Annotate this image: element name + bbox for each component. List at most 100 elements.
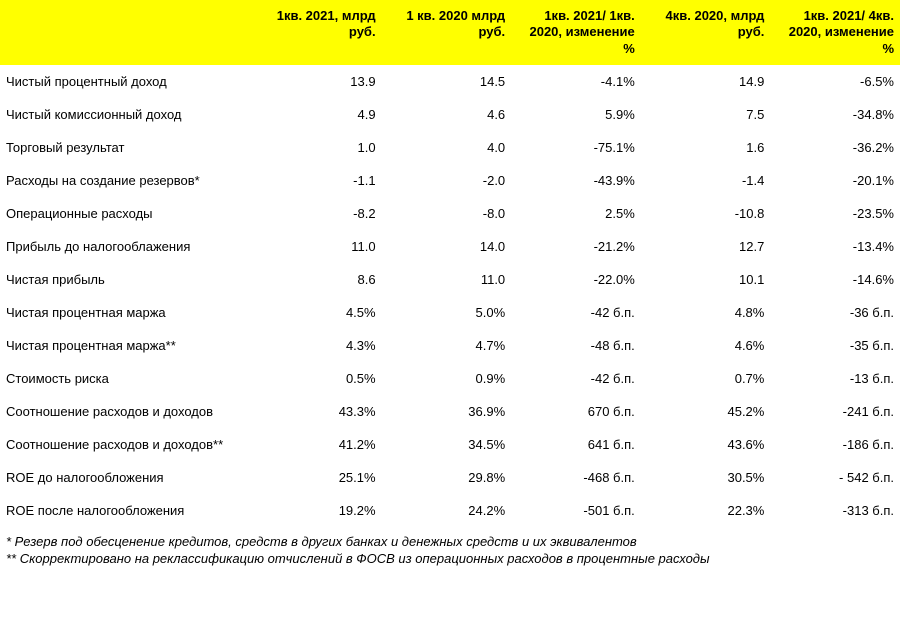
- cell-value: -6.5%: [770, 65, 900, 98]
- col-header-0: [0, 0, 252, 65]
- table-row: Торговый результат1.04.0-75.1%1.6-36.2%: [0, 131, 900, 164]
- cell-value: -8.2: [252, 197, 382, 230]
- cell-value: -241 б.п.: [770, 395, 900, 428]
- cell-value: -14.6%: [770, 263, 900, 296]
- cell-value: - 542 б.п.: [770, 461, 900, 494]
- cell-value: 670 б.п.: [511, 395, 641, 428]
- cell-value: -2.0: [382, 164, 512, 197]
- cell-value: -36.2%: [770, 131, 900, 164]
- cell-value: 14.9: [641, 65, 771, 98]
- table-row: Расходы на создание резервов*-1.1-2.0-43…: [0, 164, 900, 197]
- cell-value: -35 б.п.: [770, 329, 900, 362]
- cell-value: 1.0: [252, 131, 382, 164]
- cell-value: -1.4: [641, 164, 771, 197]
- table-row: Стоимость риска0.5%0.9%-42 б.п.0.7%-13 б…: [0, 362, 900, 395]
- table-body: Чистый процентный доход13.914.5-4.1%14.9…: [0, 65, 900, 527]
- cell-value: 8.6: [252, 263, 382, 296]
- cell-value: 4.9: [252, 98, 382, 131]
- cell-value: -468 б.п.: [511, 461, 641, 494]
- table-row: Прибыль до налогооблажения11.014.0-21.2%…: [0, 230, 900, 263]
- col-header-2: 1 кв. 2020 млрд руб.: [382, 0, 512, 65]
- cell-value: 4.5%: [252, 296, 382, 329]
- table-row: Операционные расходы-8.2-8.02.5%-10.8-23…: [0, 197, 900, 230]
- cell-value: 4.6: [382, 98, 512, 131]
- cell-value: 1.6: [641, 131, 771, 164]
- cell-value: 22.3%: [641, 494, 771, 527]
- header-row: 1кв. 2021, млрд руб. 1 кв. 2020 млрд руб…: [0, 0, 900, 65]
- cell-value: 5.9%: [511, 98, 641, 131]
- cell-value: 34.5%: [382, 428, 512, 461]
- cell-value: 13.9: [252, 65, 382, 98]
- cell-value: 29.8%: [382, 461, 512, 494]
- cell-value: 12.7: [641, 230, 771, 263]
- cell-value: -4.1%: [511, 65, 641, 98]
- cell-value: 5.0%: [382, 296, 512, 329]
- cell-value: 41.2%: [252, 428, 382, 461]
- row-label: Прибыль до налогооблажения: [0, 230, 252, 263]
- cell-value: 24.2%: [382, 494, 512, 527]
- cell-value: 4.3%: [252, 329, 382, 362]
- cell-value: -22.0%: [511, 263, 641, 296]
- row-label: Операционные расходы: [0, 197, 252, 230]
- row-label: Чистый процентный доход: [0, 65, 252, 98]
- row-label: Стоимость риска: [0, 362, 252, 395]
- cell-value: 19.2%: [252, 494, 382, 527]
- cell-value: -34.8%: [770, 98, 900, 131]
- cell-value: 36.9%: [382, 395, 512, 428]
- row-label: Соотношение расходов и доходов**: [0, 428, 252, 461]
- cell-value: -313 б.п.: [770, 494, 900, 527]
- table-row: Соотношение расходов и доходов43.3%36.9%…: [0, 395, 900, 428]
- col-header-1: 1кв. 2021, млрд руб.: [252, 0, 382, 65]
- table-row: Чистый процентный доход13.914.5-4.1%14.9…: [0, 65, 900, 98]
- cell-value: -36 б.п.: [770, 296, 900, 329]
- table-row: Чистая прибыль8.611.0-22.0%10.1-14.6%: [0, 263, 900, 296]
- row-label: Чистая прибыль: [0, 263, 252, 296]
- cell-value: 30.5%: [641, 461, 771, 494]
- financial-table: 1кв. 2021, млрд руб. 1 кв. 2020 млрд руб…: [0, 0, 900, 527]
- cell-value: 2.5%: [511, 197, 641, 230]
- cell-value: -42 б.п.: [511, 296, 641, 329]
- row-label: Соотношение расходов и доходов: [0, 395, 252, 428]
- cell-value: 7.5: [641, 98, 771, 131]
- row-label: Торговый результат: [0, 131, 252, 164]
- row-label: Чистый комиссионный доход: [0, 98, 252, 131]
- cell-value: 11.0: [252, 230, 382, 263]
- cell-value: -20.1%: [770, 164, 900, 197]
- cell-value: 43.3%: [252, 395, 382, 428]
- row-label: ROE после налогообложения: [0, 494, 252, 527]
- cell-value: -10.8: [641, 197, 771, 230]
- col-header-5: 1кв. 2021/ 4кв. 2020, изменение %: [770, 0, 900, 65]
- cell-value: -501 б.п.: [511, 494, 641, 527]
- row-label: ROE до налогообложения: [0, 461, 252, 494]
- cell-value: 45.2%: [641, 395, 771, 428]
- table-row: Чистая процентная маржа**4.3%4.7%-48 б.п…: [0, 329, 900, 362]
- cell-value: 14.0: [382, 230, 512, 263]
- footnote-1: * Резерв под обесценение кредитов, средс…: [6, 533, 894, 551]
- cell-value: -43.9%: [511, 164, 641, 197]
- cell-value: 4.0: [382, 131, 512, 164]
- cell-value: -23.5%: [770, 197, 900, 230]
- cell-value: 0.5%: [252, 362, 382, 395]
- cell-value: 14.5: [382, 65, 512, 98]
- cell-value: 4.6%: [641, 329, 771, 362]
- cell-value: 4.8%: [641, 296, 771, 329]
- cell-value: -75.1%: [511, 131, 641, 164]
- cell-value: -8.0: [382, 197, 512, 230]
- table-row: Чистая процентная маржа4.5%5.0%-42 б.п.4…: [0, 296, 900, 329]
- cell-value: 0.7%: [641, 362, 771, 395]
- cell-value: -13 б.п.: [770, 362, 900, 395]
- cell-value: -186 б.п.: [770, 428, 900, 461]
- cell-value: -21.2%: [511, 230, 641, 263]
- cell-value: 43.6%: [641, 428, 771, 461]
- cell-value: 641 б.п.: [511, 428, 641, 461]
- row-label: Чистая процентная маржа**: [0, 329, 252, 362]
- cell-value: -13.4%: [770, 230, 900, 263]
- footnote-2: ** Скорректировано на реклассификацию от…: [6, 550, 894, 568]
- row-label: Расходы на создание резервов*: [0, 164, 252, 197]
- table-row: Чистый комиссионный доход4.94.65.9%7.5-3…: [0, 98, 900, 131]
- cell-value: -48 б.п.: [511, 329, 641, 362]
- col-header-3: 1кв. 2021/ 1кв. 2020, изменение %: [511, 0, 641, 65]
- table-row: ROE до налогообложения25.1%29.8%-468 б.п…: [0, 461, 900, 494]
- footnotes: * Резерв под обесценение кредитов, средс…: [0, 527, 900, 568]
- table-row: Соотношение расходов и доходов**41.2%34.…: [0, 428, 900, 461]
